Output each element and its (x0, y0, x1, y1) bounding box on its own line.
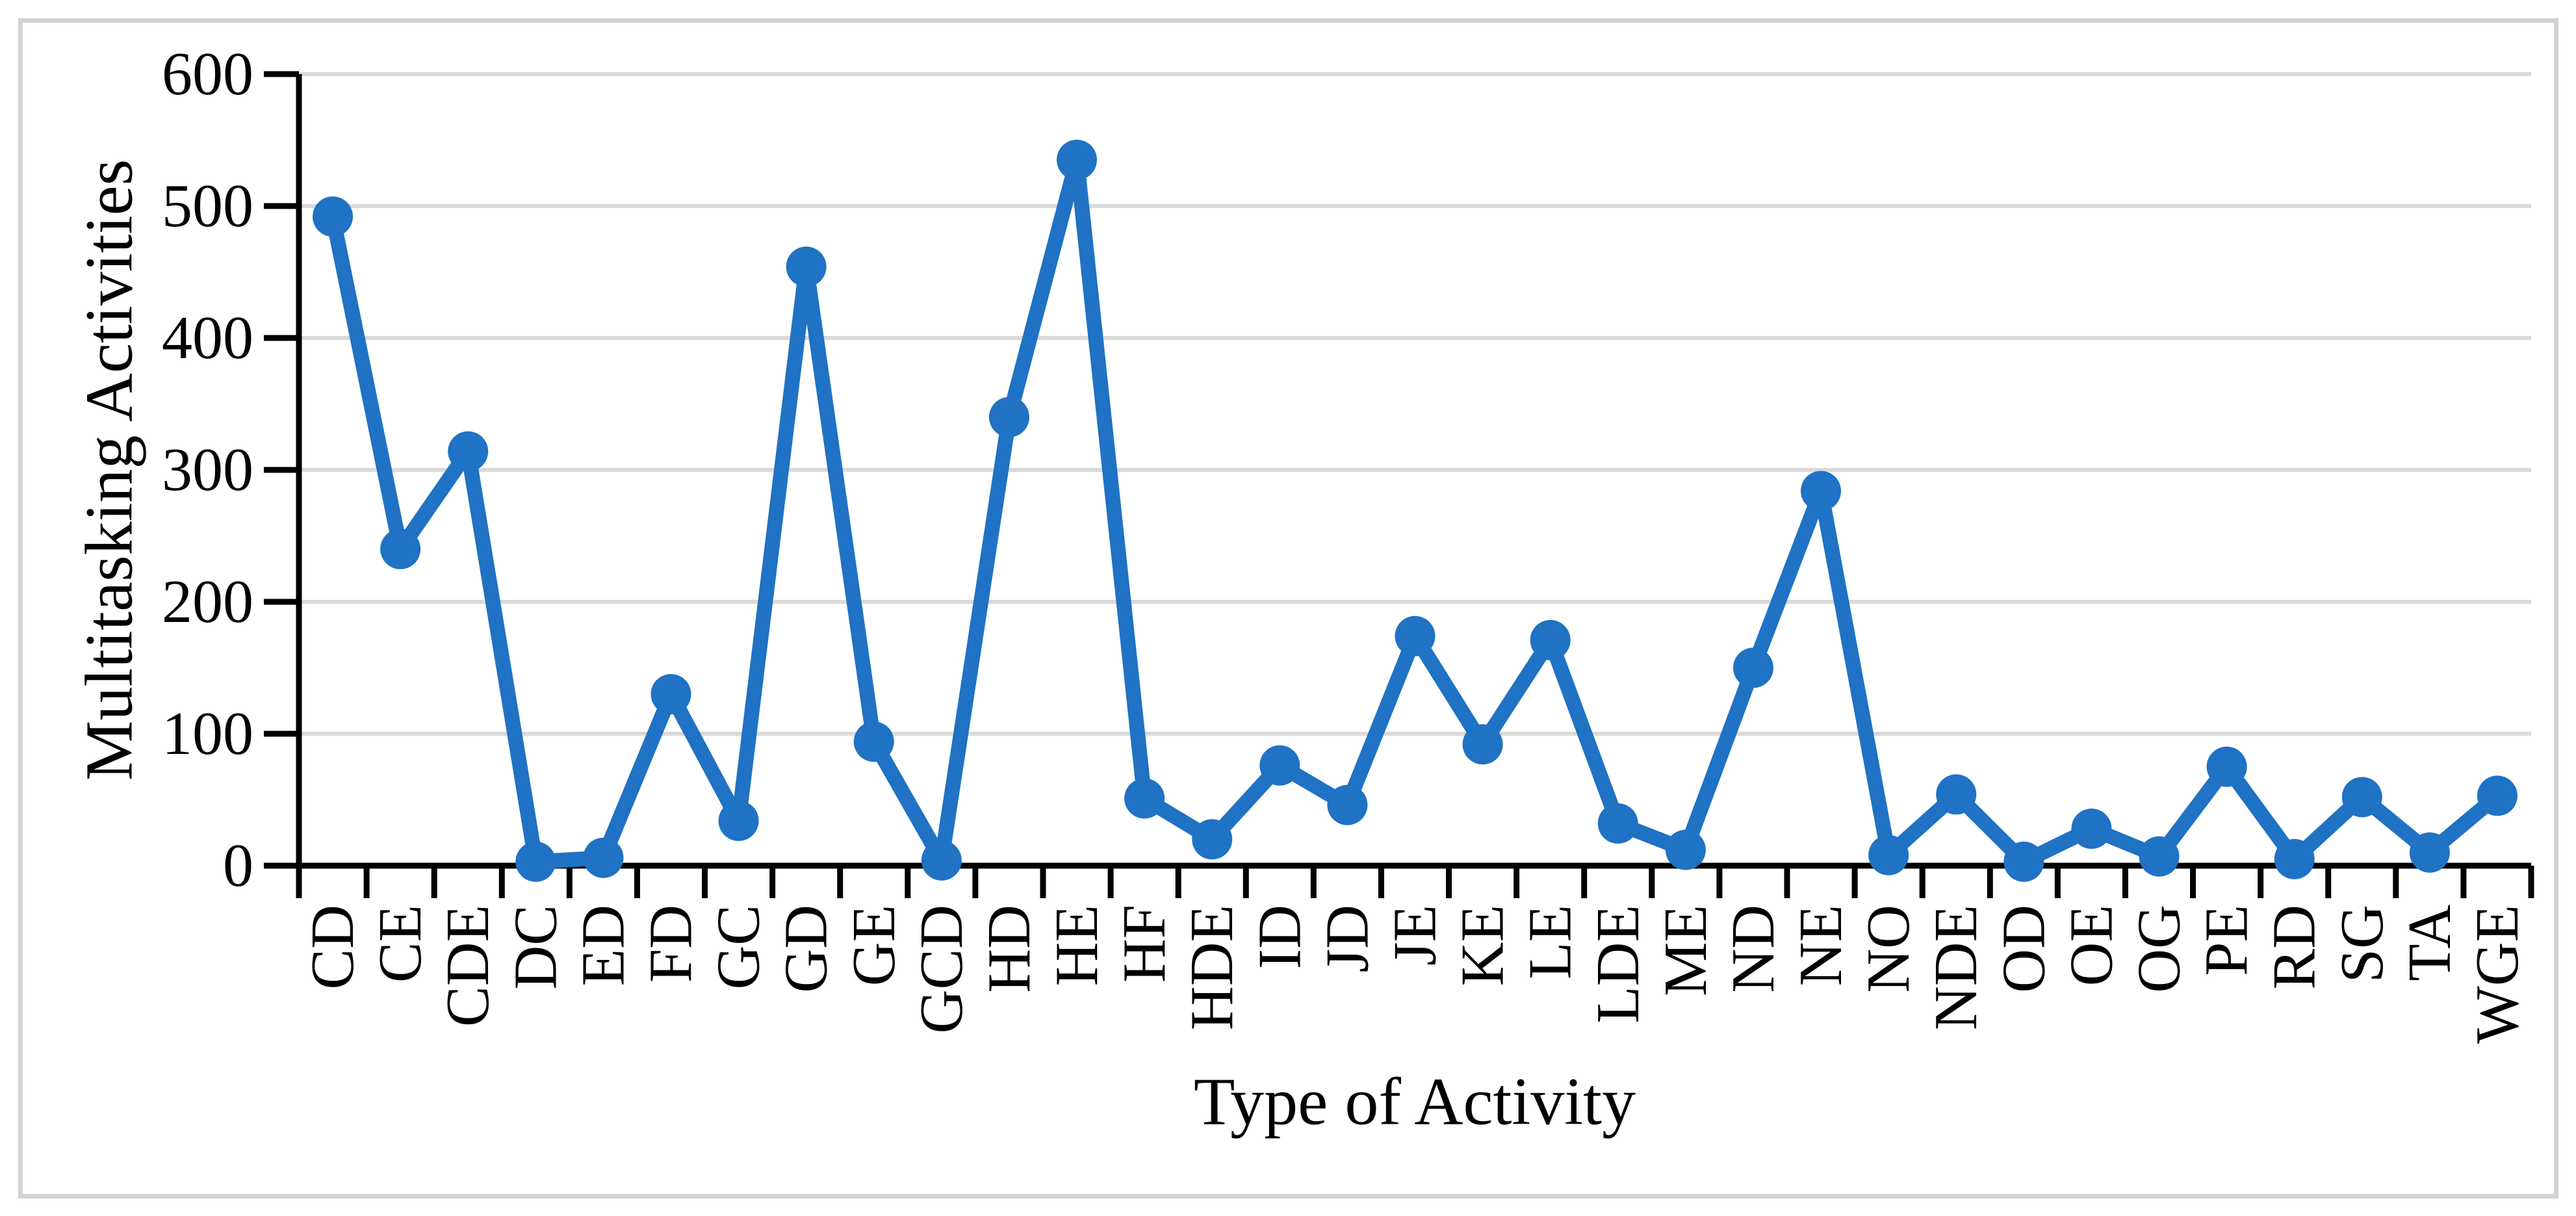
x-tick-label: DC (502, 905, 569, 990)
data-point (1597, 803, 1638, 844)
x-tick-label: NO (1855, 905, 1922, 993)
x-tick-label: ED (569, 905, 637, 986)
x-tick-label: TA (2396, 905, 2464, 981)
x-tick-label: GC (705, 905, 773, 990)
data-point (2139, 836, 2180, 877)
y-tick-label: 300 (162, 436, 253, 504)
x-tick-label: WGE (2464, 905, 2531, 1044)
data-point (1327, 784, 1368, 825)
x-tick-label: CE (367, 905, 434, 983)
x-tick-label: FD (638, 905, 705, 983)
x-tick-label: NDE (1922, 905, 1990, 1030)
data-point (1530, 619, 1571, 660)
data-point (1801, 471, 1842, 511)
data-point (1462, 724, 1503, 765)
x-tick-label: GD (773, 905, 840, 993)
x-tick-label: NE (1787, 905, 1855, 986)
data-point (2409, 832, 2450, 873)
data-point (2274, 838, 2315, 879)
x-tick-label: RD (2261, 905, 2328, 990)
x-tick-label: LDE (1584, 905, 1652, 1024)
data-point (1395, 615, 1436, 656)
x-tick-label: HD (975, 905, 1043, 993)
data-point (1732, 647, 1773, 688)
data-point (1936, 774, 1977, 815)
data-point (2477, 775, 2518, 816)
data-point (1665, 829, 1706, 870)
x-tick-label: JD (1313, 905, 1381, 972)
data-point (1259, 745, 1300, 786)
y-axis-title: Multitasking Activities (72, 159, 147, 781)
data-point (718, 800, 759, 841)
x-tick-label: GE (840, 905, 908, 986)
x-tick-label: JE (1382, 905, 1449, 966)
data-point (2206, 746, 2247, 787)
x-tick-label: OD (1990, 905, 2057, 993)
x-tick-label: HDE (1178, 905, 1246, 1030)
y-tick-label: 400 (162, 304, 253, 372)
data-point (380, 528, 421, 569)
x-tick-label: HE (1043, 905, 1111, 986)
x-tick-label: KE (1449, 905, 1517, 986)
data-point (583, 837, 624, 878)
data-point (786, 246, 827, 287)
x-tick-label: OE (2057, 905, 2125, 986)
data-point (1057, 139, 1098, 180)
x-tick-label: ID (1246, 905, 1313, 969)
x-tick-label: GCD (908, 905, 975, 1033)
data-point (2071, 809, 2112, 849)
y-tick-label: 600 (162, 40, 253, 108)
x-axis-title: Type of Activity (1194, 1065, 1636, 1139)
y-tick-label: 500 (162, 172, 253, 240)
data-point (448, 431, 489, 472)
y-tick-label: 200 (162, 568, 253, 636)
axes (264, 71, 2534, 898)
data-point (515, 841, 556, 882)
data-point (988, 396, 1029, 437)
data-point (2341, 777, 2382, 818)
x-tick-label: CD (299, 905, 367, 990)
x-tick-label: ME (1652, 905, 1719, 996)
x-axis-tick-labels: CD CE CDE DC ED FD GC GD GE GCD HD HE HF HDE ID JD JE KE L… (299, 905, 2531, 1044)
y-tick-label: 100 (162, 700, 253, 768)
x-tick-label: SG (2328, 905, 2396, 983)
data-point (313, 196, 354, 237)
chart-border (18, 18, 2558, 1198)
x-tick-label: PE (2193, 905, 2261, 976)
data-point (1192, 819, 1233, 860)
data-line (325, 152, 2505, 870)
x-tick-label: OG (2126, 905, 2193, 993)
gridlines (299, 72, 2531, 736)
data-point (1868, 834, 1909, 875)
x-tick-label: HF (1111, 905, 1178, 983)
data-point (853, 721, 894, 762)
y-axis-tick-labels: 0 100 200 300 400 500 600 (162, 40, 253, 899)
x-tick-label: LE (1517, 905, 1584, 979)
data-series (313, 139, 2518, 882)
x-tick-label: ND (1719, 905, 1787, 993)
data-point (921, 840, 962, 881)
y-tick-label: 0 (223, 832, 253, 899)
data-point (2003, 841, 2044, 882)
data-point (1124, 778, 1165, 819)
x-tick-label: CDE (434, 905, 502, 1027)
data-point (650, 674, 691, 715)
